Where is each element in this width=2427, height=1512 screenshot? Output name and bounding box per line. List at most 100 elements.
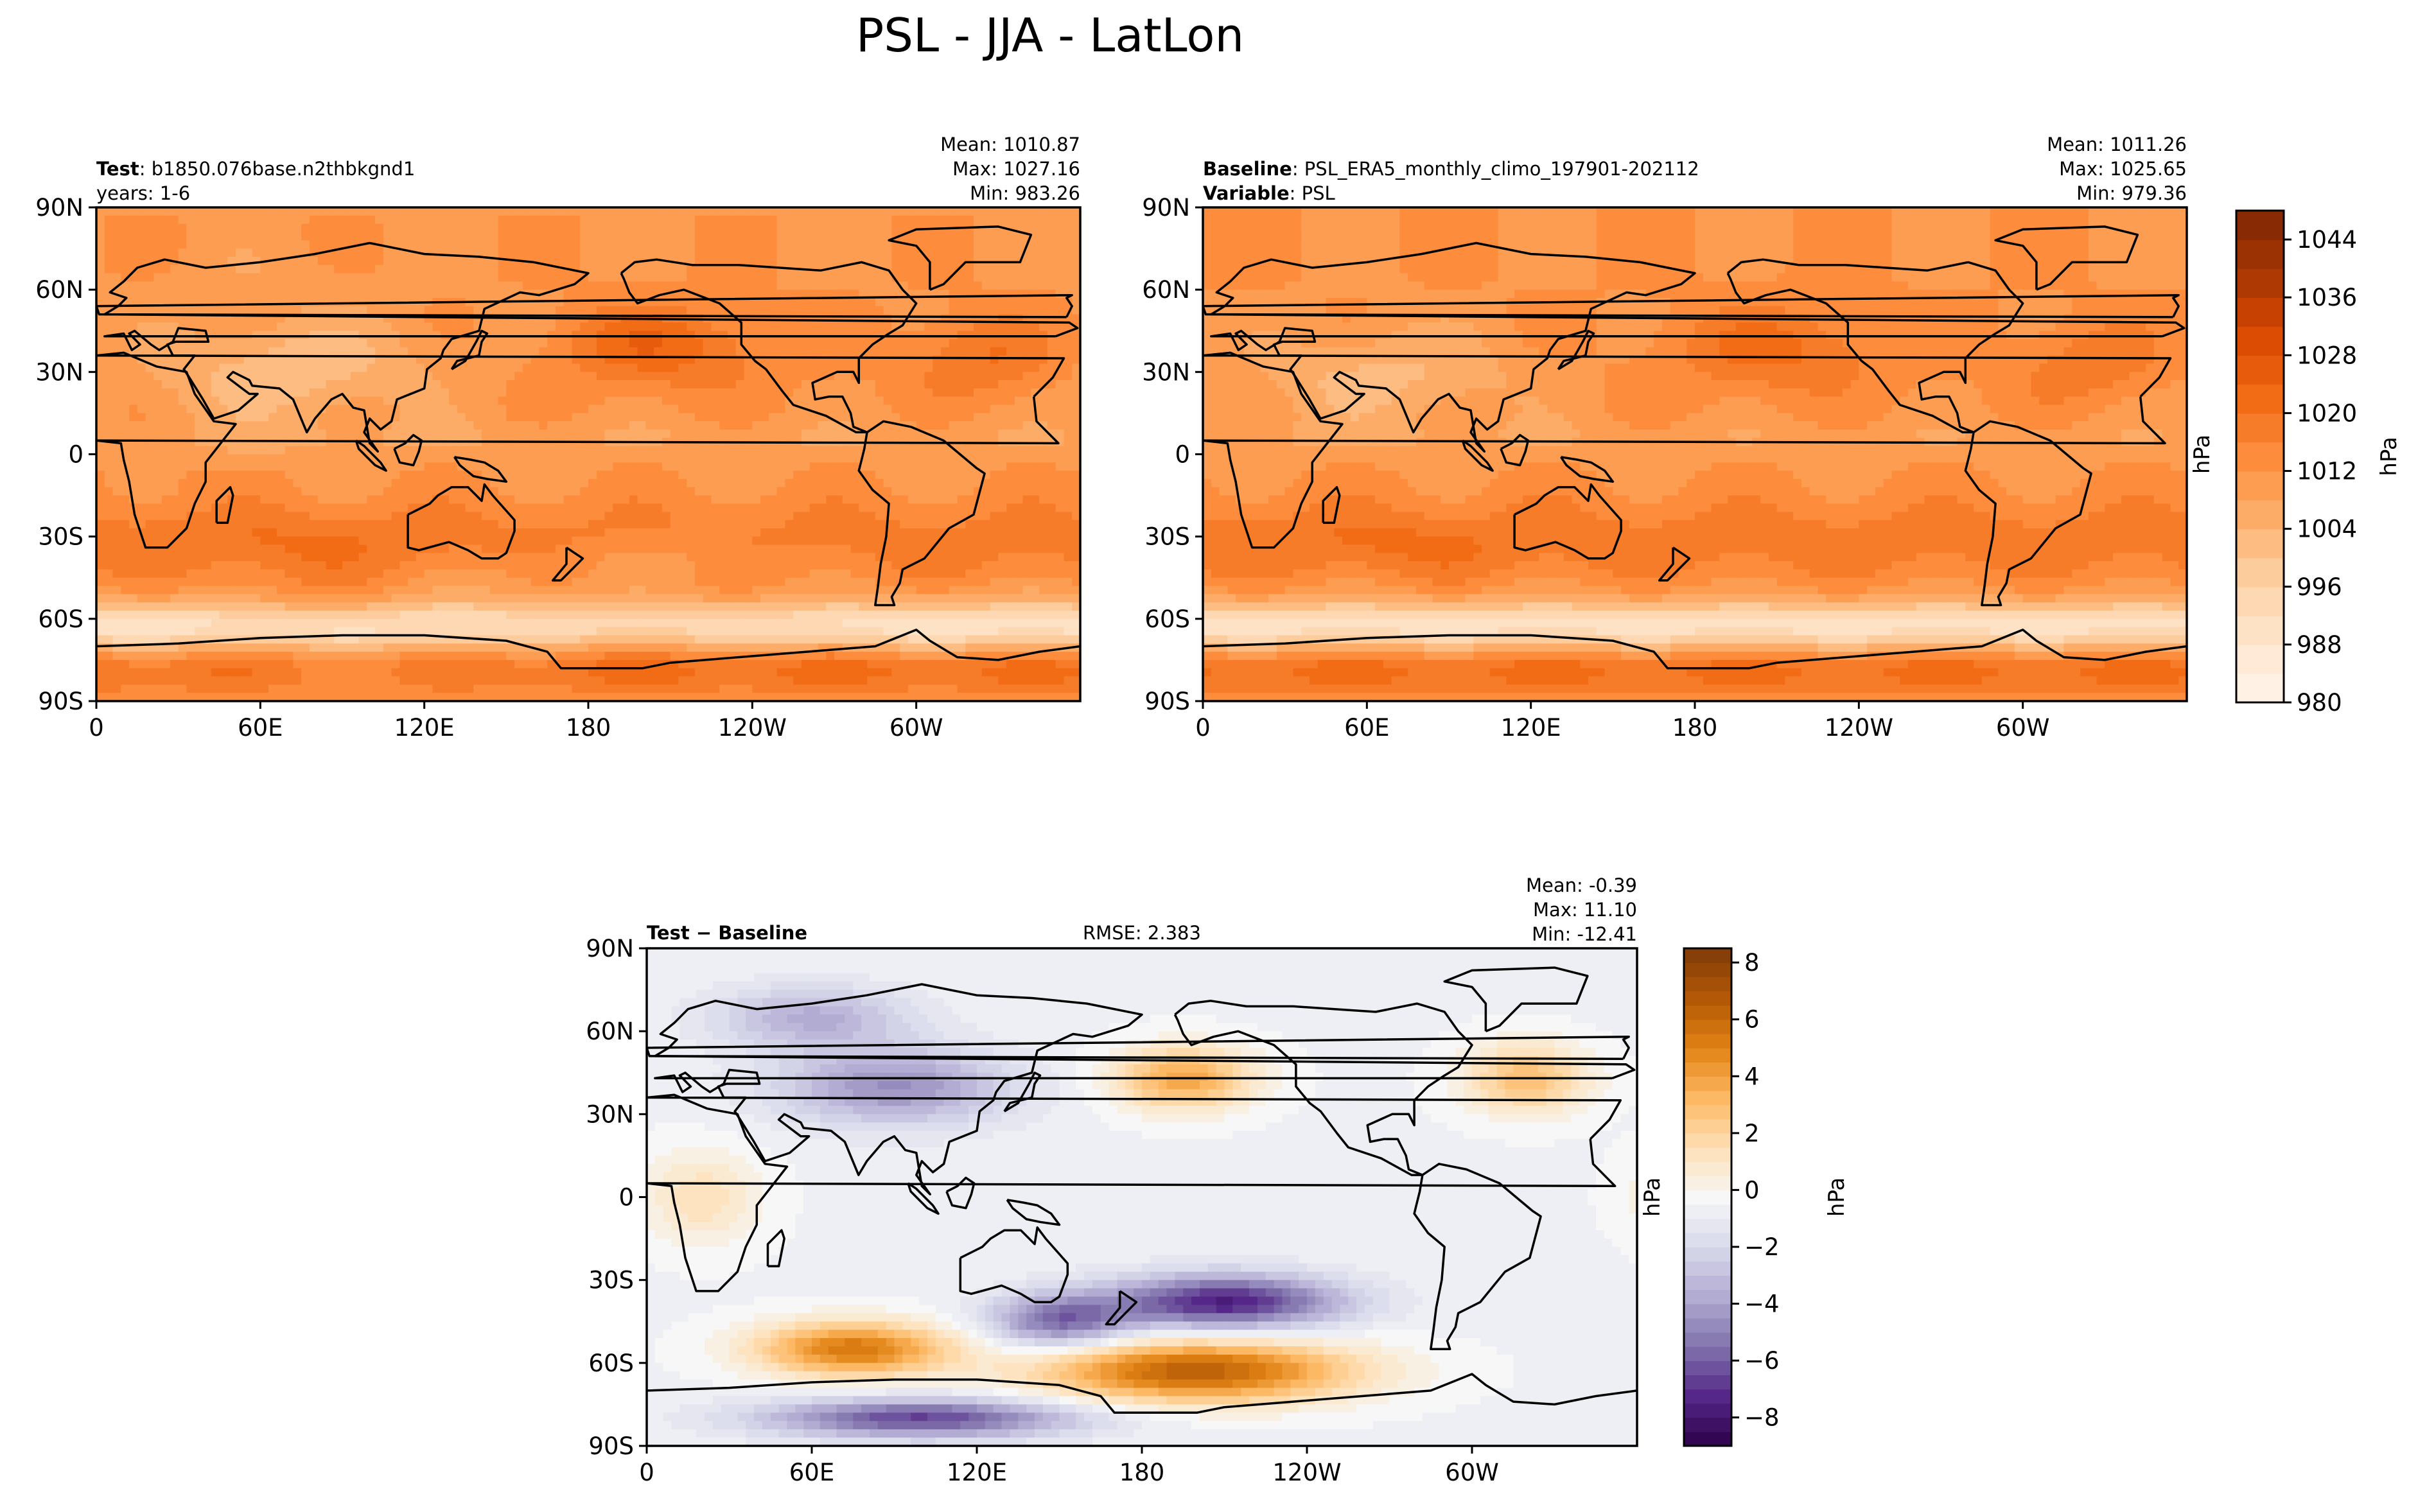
colorbar-band	[2236, 326, 2284, 356]
colorbar-band	[2236, 644, 2284, 674]
colorbar-tick-label: 6	[1744, 1006, 1760, 1034]
colorbar-tick-label: −6	[1744, 1347, 1780, 1375]
colorbar-band	[1684, 1261, 1731, 1276]
colorbar-band	[2236, 268, 2284, 298]
panel-subtitle-text: : PSL	[1290, 182, 1335, 204]
x-tick-label: 60W	[1996, 714, 2050, 742]
coastline-uk	[647, 1036, 1630, 1060]
panel-subtitle-bold: Variable	[1203, 182, 1290, 204]
colorbar-band	[1684, 962, 1731, 977]
colorbar-band	[1684, 1019, 1731, 1034]
colorbar-band	[1684, 1133, 1731, 1148]
coastline-madagascar	[766, 1229, 785, 1267]
coastline-sumatra	[355, 439, 387, 472]
coastline-madagascar	[215, 486, 234, 525]
panel-title-line1: Baseline: PSL_ERA5_monthly_climo_197901-…	[1203, 158, 1699, 180]
colorbar-tick-label: 1028	[2297, 342, 2357, 369]
coastline-australia	[407, 483, 516, 560]
y-tick-label: 60S	[588, 1350, 634, 1377]
colorbar-band	[2236, 500, 2284, 530]
y-tick-label: 0	[618, 1184, 634, 1212]
colorbar-tick-label: −2	[1744, 1233, 1780, 1261]
panel-title-text: : PSL_ERA5_monthly_climo_197901-202112	[1292, 158, 1699, 180]
colorbar-tick-label: 1012	[2297, 458, 2357, 485]
colorbar-tick-label: −4	[1744, 1290, 1780, 1318]
y-tick-label: 60N	[1142, 276, 1190, 304]
colorbar-band	[1684, 1204, 1731, 1219]
x-tick-label: 180	[1119, 1459, 1165, 1486]
colorbar-band	[1684, 1147, 1731, 1162]
colorbar-band	[2236, 615, 2284, 645]
stat-label: Max: 1025.65	[2059, 158, 2187, 180]
x-tick-label: 180	[566, 714, 611, 742]
coastline-north-america	[1173, 1000, 1473, 1176]
y-tick-label: 90S	[588, 1432, 634, 1460]
colorbar-band	[1684, 1076, 1731, 1091]
coastline-south-america	[857, 420, 986, 607]
y-tick-label: 90S	[38, 688, 83, 715]
y-tick-label: 0	[68, 441, 83, 469]
panel-title-line2: Variable: PSL	[1203, 182, 1335, 204]
coastline-africa	[1203, 351, 2172, 549]
colorbar-band	[2236, 586, 2284, 616]
field-test	[96, 207, 1080, 701]
coastline-africa	[647, 1093, 1622, 1292]
y-tick-label: 30N	[586, 1100, 634, 1128]
colorbar-band	[2236, 528, 2284, 559]
coastline-borneo	[393, 433, 423, 467]
colorbar-band	[1684, 1346, 1731, 1361]
colorbar-band	[1684, 1275, 1731, 1290]
colorbar-tick-label: 988	[2297, 631, 2342, 659]
y-tick-label: 30S	[588, 1267, 634, 1294]
colorbar-band	[1684, 1317, 1731, 1333]
y-tick-label: 90S	[1144, 688, 1190, 715]
coastline-japan	[1003, 1072, 1042, 1113]
panel-ylabel: hPa	[1640, 1177, 1665, 1217]
panel-ylabel: hPa	[2189, 435, 2215, 474]
field-baseline	[1203, 207, 2187, 701]
x-tick-label: 120W	[1272, 1459, 1341, 1486]
colorbar-band	[1684, 1332, 1731, 1347]
panel-subtitle-text: years: 1-6	[96, 182, 190, 204]
y-tick-label: 60S	[1144, 605, 1190, 633]
colorbar-frame	[1683, 947, 1733, 1447]
colorbar-band	[1684, 1417, 1731, 1432]
x-tick-label: 120W	[1825, 714, 1893, 742]
coastline-japan	[450, 329, 489, 370]
colorbar-tick-label: 1004	[2297, 516, 2357, 543]
stat-label: Mean: 1010.87	[940, 134, 1080, 155]
coastline-antarctica	[1203, 629, 2187, 670]
coastline-africa	[96, 351, 1065, 549]
x-tick-label: 60E	[789, 1459, 834, 1486]
y-tick-label: 90N	[586, 935, 634, 962]
colorbar-tick-label: −8	[1744, 1404, 1780, 1432]
coastlines	[96, 225, 1080, 670]
coastline-madagascar	[1322, 486, 1341, 525]
colorbar-tick-label: 1036	[2297, 284, 2357, 311]
x-tick-label: 120E	[1501, 714, 1561, 742]
colorbar-diff: 8 6 4 2 0 −2 −4 −6 −8 hPa	[1683, 947, 1850, 1447]
coastline-uk	[1203, 293, 2180, 318]
colorbar-label: hPa	[1824, 1177, 1850, 1217]
colorbar-band	[1684, 991, 1731, 1006]
colorbar-band	[1684, 1062, 1731, 1077]
stat-label: Min: 983.26	[970, 182, 1080, 204]
colorbar-band	[1684, 977, 1731, 992]
coastlines	[647, 966, 1637, 1414]
colorbar-tick-label: 8	[1744, 949, 1760, 977]
colorbar-band	[1684, 1218, 1731, 1233]
colorbar-band	[1684, 1104, 1731, 1120]
colorbar-band	[2236, 413, 2284, 443]
colorbar-band	[1684, 1289, 1731, 1305]
colorbar-band	[1684, 1033, 1731, 1048]
y-tick-label: 90N	[35, 194, 83, 222]
x-tick-label: 120W	[718, 714, 787, 742]
coastline-north-america	[620, 258, 918, 434]
panel-title-bold: Baseline	[1203, 158, 1292, 180]
coastline-new-guinea	[1560, 456, 1615, 483]
coastline-new-zealand	[1658, 546, 1691, 582]
x-tick-label: 0	[1195, 714, 1211, 742]
y-tick-label: 30S	[1144, 523, 1190, 551]
panel-title-bold: Test	[96, 158, 139, 180]
